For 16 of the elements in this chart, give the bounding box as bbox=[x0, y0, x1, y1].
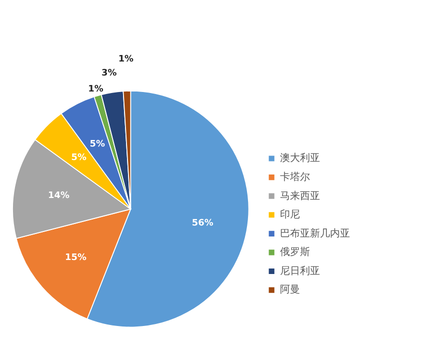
legend-label: 澳大利亚 bbox=[280, 152, 320, 164]
legend-label: 俄罗斯 bbox=[280, 246, 310, 258]
data-label: 56% bbox=[192, 218, 214, 228]
data-label: 1% bbox=[118, 54, 134, 64]
data-label: 5% bbox=[71, 152, 86, 163]
legend-label: 尼日利亚 bbox=[280, 264, 320, 277]
legend-label: 马来西亚 bbox=[280, 190, 320, 202]
data-label: 15% bbox=[65, 253, 86, 264]
data-label: 5% bbox=[90, 139, 106, 150]
legend-label: 卡塔尔 bbox=[280, 170, 310, 183]
legend-label: 印尼 bbox=[280, 208, 300, 221]
legend-label: 阿曼 bbox=[280, 284, 300, 296]
data-label: 1% bbox=[88, 84, 104, 94]
data-label: 3% bbox=[101, 68, 117, 79]
data-label: 14% bbox=[48, 191, 70, 202]
legend-label: 巴布亚新几内亚 bbox=[280, 227, 350, 240]
